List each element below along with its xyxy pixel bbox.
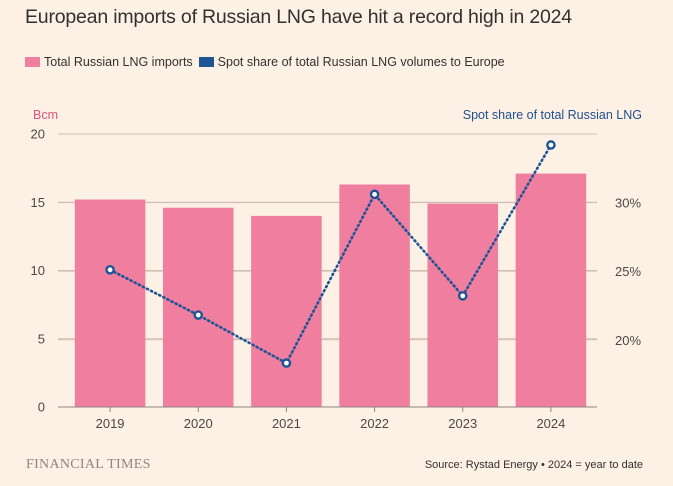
legend-swatch-imports <box>25 57 40 67</box>
bar-2021 <box>251 215 322 407</box>
x-tick-label-2022: 2022 <box>360 416 389 431</box>
bar-2022 <box>339 184 410 407</box>
bar-2024 <box>515 173 587 407</box>
spot-share-point-2021 <box>281 358 292 368</box>
spot-share-line <box>105 140 556 368</box>
right-axis-label: Spot share of total Russian LNG <box>463 108 642 122</box>
right-tick-label: 20% <box>615 333 641 348</box>
source-note: Source: Rystad Energy • 2024 = year to d… <box>424 459 643 471</box>
spot-share-point-2022 <box>369 189 380 200</box>
axes: 0 5 10 15 20 20% 25% 30% 2019 2020 2021 2022 2023 202… <box>31 127 642 432</box>
left-tick-label: 0 <box>38 400 45 415</box>
spot-share-dotted-line <box>108 143 553 365</box>
ft-brand-logo: FINANCIAL TIMES <box>26 457 151 472</box>
right-tick-label: 25% <box>615 264 641 279</box>
chart-title: European imports of Russian LNG have hit… <box>25 6 572 28</box>
legend-swatch-spot-share <box>198 57 214 67</box>
legend-item-imports: Total Russian LNG imports <box>25 55 193 69</box>
legend-item-spot-share: Spot share of total Russian LNG volumes … <box>198 55 505 69</box>
left-axis-label: Bcm <box>33 108 58 122</box>
gridlines <box>58 133 597 341</box>
legend-label-imports: Total Russian LNG imports <box>44 55 193 69</box>
bar-2023 <box>427 203 499 407</box>
left-tick-label: 10 <box>31 263 45 278</box>
bar-2020 <box>162 207 234 407</box>
left-tick-label: 5 <box>38 331 45 346</box>
spot-share-point-2024 <box>546 140 556 150</box>
legend-label-spot-share: Spot share of total Russian LNG volumes … <box>217 55 505 69</box>
left-tick-label: 15 <box>31 195 45 210</box>
x-tick-label-2019: 2019 <box>96 416 125 431</box>
bars <box>74 173 587 407</box>
left-tick-label: 20 <box>31 127 45 142</box>
spot-share-point-2020 <box>193 310 204 320</box>
x-tick-label-2021: 2021 <box>272 416 301 431</box>
spot-share-point-2023 <box>457 291 468 301</box>
right-tick-label: 30% <box>615 196 641 211</box>
bar-2019 <box>74 199 146 407</box>
legend: Total Russian LNG imports Spot share of … <box>25 55 511 69</box>
x-tick-label-2024: 2024 <box>536 416 565 431</box>
spot-share-point-2019 <box>105 265 115 275</box>
x-tick-label-2020: 2020 <box>184 416 213 431</box>
x-tick-label-2023: 2023 <box>448 416 477 431</box>
